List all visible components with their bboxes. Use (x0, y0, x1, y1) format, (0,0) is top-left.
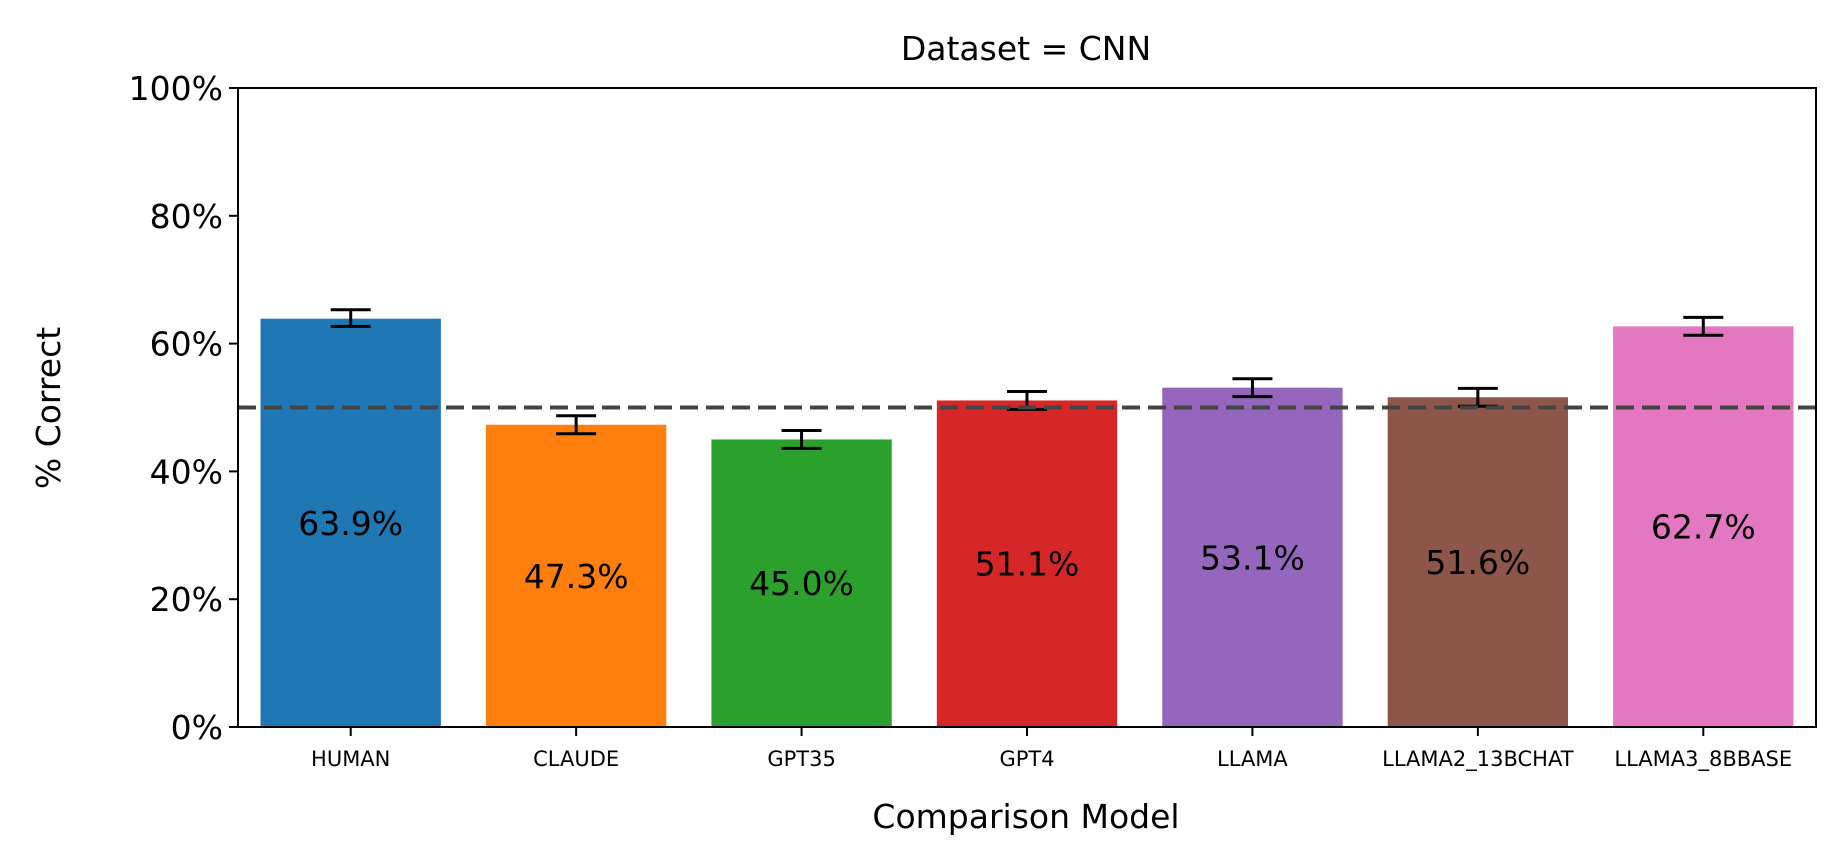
x-tick-label: LLAMA2_13BCHAT (1382, 747, 1574, 772)
bar-value-label: 63.9% (298, 504, 403, 543)
x-axis-label: Comparison Model (872, 797, 1179, 836)
bar-value-label: 62.7% (1651, 508, 1756, 547)
bar-claude (485, 424, 667, 727)
x-tick-label: LLAMA (1217, 747, 1288, 771)
y-tick-label: 80% (150, 197, 223, 236)
x-tick-label: CLAUDE (533, 747, 619, 771)
y-tick-label: 100% (129, 69, 223, 108)
bar-value-label: 45.0% (749, 564, 854, 603)
y-tick-label: 0% (171, 708, 223, 747)
bar-llama2_13bchat (1387, 397, 1569, 727)
y-tick-label: 20% (150, 580, 223, 619)
bar-value-label: 51.6% (1425, 543, 1530, 582)
x-tick-label: GPT35 (767, 747, 836, 771)
bar-value-label: 51.1% (975, 545, 1080, 584)
y-tick-label: 60% (150, 325, 223, 364)
x-tick-label: GPT4 (999, 747, 1054, 771)
bar-value-label: 47.3% (524, 557, 629, 596)
bar-human (260, 318, 441, 727)
x-tick-label: HUMAN (311, 747, 390, 771)
plot-frame (237, 87, 1817, 728)
bar-gpt35 (711, 439, 892, 727)
bar-llama (1162, 387, 1343, 727)
plot-area: 63.9% HUMAN 47.3% CLAUDE 45.0% GPT35 51.1% GPT4… (129, 69, 1817, 772)
y-tick-label: 40% (150, 452, 223, 491)
bar-llama3_8bbase (1613, 326, 1794, 727)
bar-value-label: 53.1% (1200, 538, 1305, 577)
bar-gpt4 (936, 400, 1118, 727)
chart-title: Dataset = CNN (901, 29, 1151, 68)
y-axis-label: % Correct (29, 327, 68, 489)
x-tick-label: LLAMA3_8BBASE (1614, 747, 1792, 772)
